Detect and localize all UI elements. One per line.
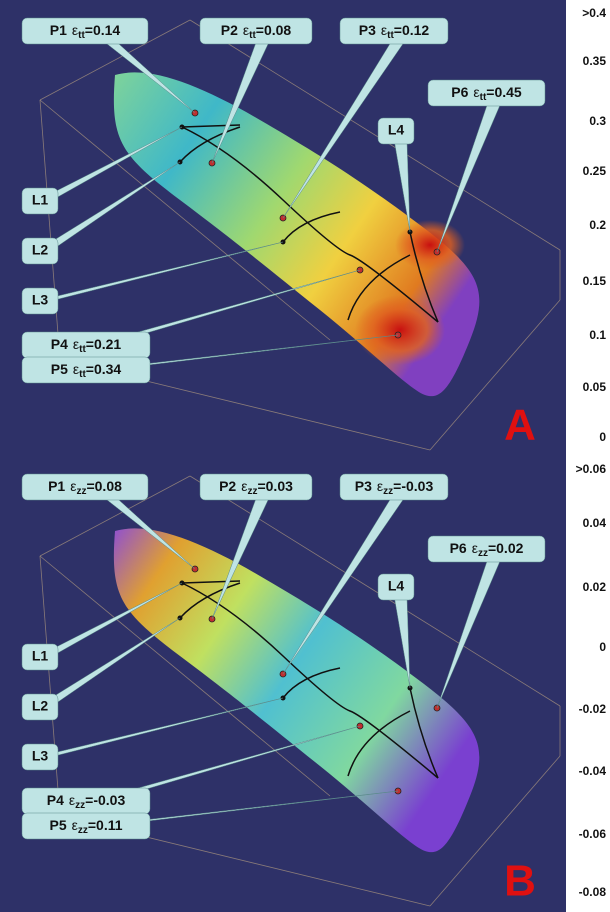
scale-label: >0.4 — [582, 6, 606, 20]
scale-label: -0.06 — [579, 827, 607, 841]
point-name: P2 — [221, 22, 238, 38]
scale-label: 0.2 — [589, 218, 606, 232]
scale-label: -0.08 — [579, 885, 607, 899]
line-label: L3 — [32, 292, 49, 308]
scale-label: 0.15 — [583, 274, 607, 288]
scale-label: 0.05 — [583, 380, 607, 394]
line-label: L2 — [32, 698, 49, 714]
value: =0.34 — [86, 361, 122, 377]
point-name: P5 — [49, 817, 66, 833]
value: =0.03 — [257, 478, 293, 494]
point-name: P1 — [50, 22, 67, 38]
value: =-0.03 — [85, 792, 125, 808]
line-label: L1 — [32, 192, 49, 208]
subscript: zz — [76, 486, 86, 497]
point-name: P3 — [355, 478, 372, 494]
scale-label: 0 — [599, 640, 606, 654]
value: =0.08 — [86, 478, 122, 494]
point-name: P6 — [451, 84, 468, 100]
subscript: zz — [478, 548, 488, 559]
point-name: P1 — [48, 478, 65, 494]
scale-label: 0 — [599, 430, 606, 444]
value: =0.02 — [488, 540, 524, 556]
value: =0.11 — [88, 817, 123, 833]
value: =0.12 — [394, 22, 430, 38]
scale-label: -0.04 — [579, 764, 607, 778]
scale-label: -0.02 — [579, 702, 607, 716]
hot-spot — [395, 220, 465, 270]
value: =0.14 — [85, 22, 121, 38]
point-name: P4 — [51, 336, 68, 352]
scale-label: 0.02 — [583, 580, 607, 594]
line-label: L1 — [32, 648, 49, 664]
scale-label: 0.04 — [583, 516, 607, 530]
point-name: P6 — [450, 540, 467, 556]
value: =-0.03 — [393, 478, 433, 494]
point-name: P2 — [219, 478, 236, 494]
value: =0.08 — [256, 22, 292, 38]
subscript: zz — [75, 800, 85, 811]
line-label: L2 — [32, 242, 49, 258]
line-label: L3 — [32, 748, 49, 764]
point-name: P4 — [47, 792, 64, 808]
panel-letter: B — [504, 857, 536, 906]
value: =0.21 — [86, 336, 122, 352]
point-name: P5 — [51, 361, 68, 377]
panel-letter: A — [504, 401, 536, 450]
line-label: L4 — [388, 122, 405, 138]
line-label: L4 — [388, 578, 405, 594]
scale-label: 0.3 — [589, 114, 606, 128]
figure: P1εtt=0.14P2εtt=0.08P3εtt=0.12P4εtt=0.21… — [0, 0, 610, 912]
subscript: zz — [383, 486, 393, 497]
point-name: P3 — [359, 22, 376, 38]
value: =0.45 — [486, 84, 522, 100]
scale-label: 0.35 — [583, 54, 607, 68]
subscript: zz — [247, 486, 257, 497]
subscript: zz — [78, 825, 88, 836]
scale-label: 0.25 — [583, 164, 607, 178]
scale-label: 0.1 — [589, 328, 606, 342]
scale-label: >0.06 — [576, 462, 607, 476]
